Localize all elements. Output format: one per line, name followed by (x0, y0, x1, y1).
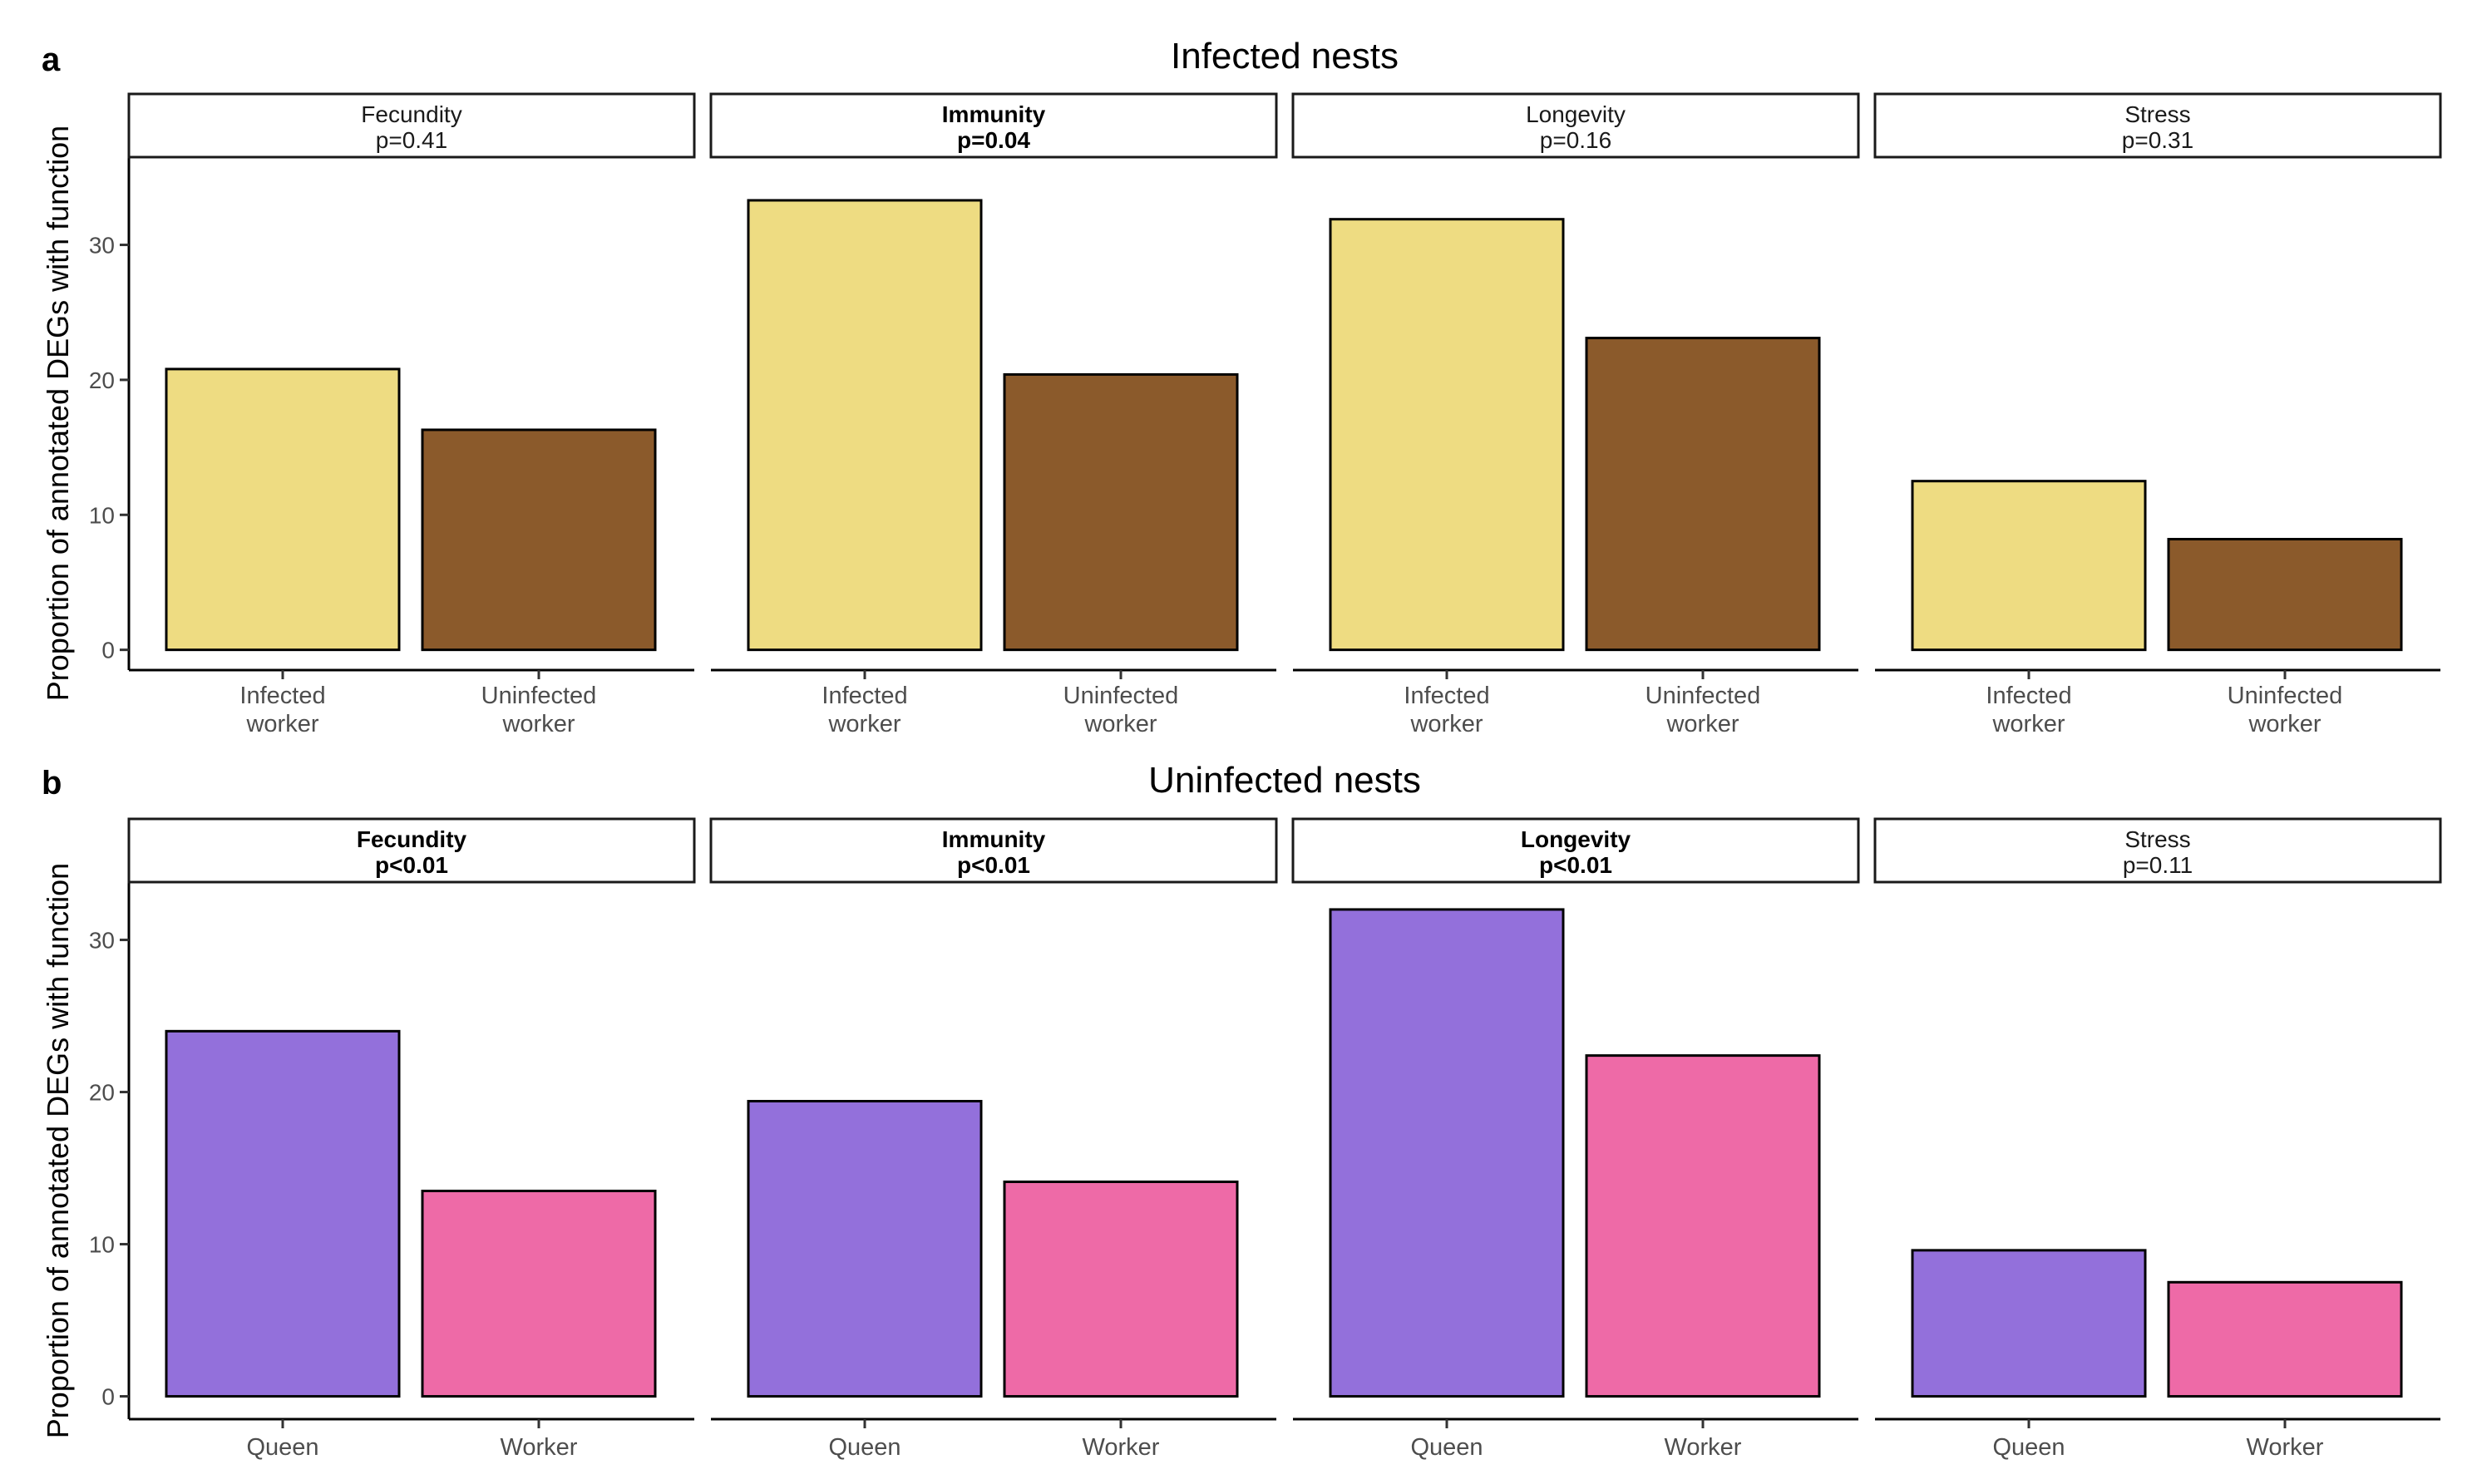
facet-strip-name: Immunity (942, 101, 1046, 127)
x-tick-label: Uninfected (1646, 683, 1761, 709)
panel-letter: a (42, 42, 61, 78)
facet-strip (709, 92, 1278, 159)
x-tick-label: Infected (1404, 683, 1489, 709)
x-tick-label: Infected (1986, 683, 2071, 709)
facet-fecundity: Fecundityp=0.41InfectedworkerUninfectedw… (127, 92, 696, 737)
x-tick-label-line2: worker (827, 711, 901, 737)
facet-strip-pvalue: p=0.16 (1540, 127, 1611, 153)
x-tick-label: Uninfected (1063, 683, 1179, 709)
facet-strip-pvalue: p<0.01 (957, 852, 1030, 878)
facet-strip-pvalue: p=0.11 (2123, 852, 2193, 878)
figure-panels: a Infected nests Proportion of annotated D… (41, 36, 2442, 1461)
facet-strip-name: Fecundity (361, 101, 461, 127)
y-tick-label: 30 (89, 233, 115, 259)
bar-longevity-first (1329, 908, 1565, 1398)
facet-strip-name: Stress (2124, 101, 2190, 127)
bar-stress-second (2167, 538, 2403, 652)
y-axis-label: Proportion of annotated DEGs with functi… (41, 863, 75, 1438)
x-tick-label: Worker (2247, 1434, 2324, 1461)
y-tick-label: 0 (101, 638, 115, 663)
bar-immunity-second (1003, 372, 1239, 652)
facet-strip-name: Longevity (1521, 826, 1631, 852)
x-tick-label-line2: worker (2248, 711, 2321, 737)
panel-a: a Infected nests Proportion of annotated D… (41, 36, 2442, 737)
y-tick-label: 20 (89, 1080, 115, 1106)
y-tick-label: 10 (89, 502, 115, 528)
facet-strip (127, 817, 696, 884)
bar-stress-first (1911, 1249, 2147, 1398)
facet-strip-pvalue: p<0.01 (375, 852, 448, 878)
x-tick-label-line2: worker (1665, 711, 1739, 737)
facet-immunity: Immunityp=0.04InfectedworkerUninfectedwo… (709, 92, 1278, 737)
x-tick-label: Queen (828, 1434, 901, 1461)
facet-strip (709, 817, 1278, 884)
facet-strip-name: Longevity (1526, 101, 1626, 127)
facet-strip (1873, 92, 2442, 159)
x-tick-label-line2: worker (501, 711, 575, 737)
facet-strip-name: Fecundity (357, 826, 467, 852)
bar-fecundity-second (421, 1189, 657, 1398)
bar-longevity-second (1585, 1054, 1821, 1398)
x-tick-label: Queen (1410, 1434, 1483, 1461)
facet-strip (1291, 817, 1860, 884)
bar-immunity-second (1003, 1181, 1239, 1398)
y-tick-label: 20 (89, 367, 115, 393)
panel-title: Infected nests (1171, 36, 1399, 76)
facet-strip-pvalue: p=0.04 (957, 127, 1030, 153)
bar-immunity-first (747, 1100, 983, 1398)
x-tick-label-line2: worker (245, 711, 318, 737)
facet-strip (127, 92, 696, 159)
x-tick-label: Infected (822, 683, 907, 709)
bar-fecundity-first (165, 367, 401, 652)
x-tick-label: Queen (246, 1434, 318, 1461)
facet-strip-pvalue: p=0.31 (2122, 127, 2193, 153)
facet-strip-pvalue: p=0.41 (376, 127, 447, 153)
bar-immunity-first (747, 199, 983, 652)
x-tick-label: Worker (1665, 1434, 1742, 1461)
bar-stress-second (2167, 1280, 2403, 1398)
facet-strip-name: Stress (2124, 826, 2190, 852)
x-tick-label: Worker (1083, 1434, 1160, 1461)
x-tick-label-line2: worker (1083, 711, 1157, 737)
x-tick-label: Worker (501, 1434, 578, 1461)
bar-stress-first (1911, 480, 2147, 652)
bar-fecundity-first (165, 1029, 401, 1398)
y-tick-label: 0 (101, 1384, 115, 1410)
y-axis-label: Proportion of annotated DEGs with functi… (41, 126, 75, 701)
y-tick-label: 30 (89, 928, 115, 954)
x-tick-label: Uninfected (2228, 683, 2343, 709)
bar-fecundity-second (421, 428, 657, 652)
facet-strip-name: Immunity (942, 826, 1046, 852)
panel-title: Uninfected nests (1148, 760, 1421, 801)
facet-longevity: Longevityp=0.16InfectedworkerUninfectedw… (1291, 92, 1860, 737)
facet-strip (1873, 817, 2442, 884)
bar-longevity-second (1585, 337, 1821, 652)
panel-letter: b (42, 765, 62, 801)
facet-strip-pvalue: p<0.01 (1539, 852, 1612, 878)
x-tick-label: Infected (239, 683, 325, 709)
facet-strip (1291, 92, 1860, 159)
panel-b: b Uninfected nests Proportion of annotated… (41, 760, 2442, 1461)
y-tick-label: 10 (89, 1232, 115, 1258)
facet-stress: Stressp=0.31InfectedworkerUninfectedwork… (1873, 92, 2442, 737)
x-tick-label: Queen (1992, 1434, 2065, 1461)
x-tick-label-line2: worker (1991, 711, 2065, 737)
x-tick-label-line2: worker (1409, 711, 1483, 737)
bar-longevity-first (1329, 218, 1565, 652)
x-tick-label: Uninfected (481, 683, 597, 709)
